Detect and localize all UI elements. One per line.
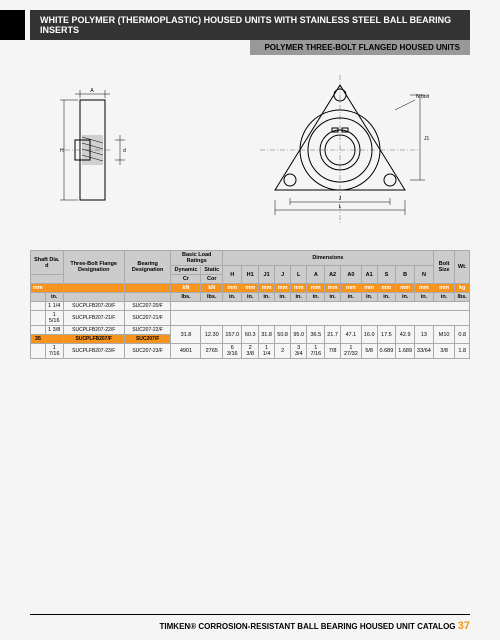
svg-text:N bolt: N bolt bbox=[416, 94, 430, 100]
svg-text:L: L bbox=[339, 204, 342, 210]
table-row: 1 5/16SUCPLFB207-21/FSUC207-21/F bbox=[31, 311, 470, 326]
technical-drawing: A H d J1 L J N bolt bbox=[50, 70, 450, 230]
page-title: WHITE POLYMER (THERMOPLASTIC) HOUSED UNI… bbox=[30, 10, 470, 40]
spec-table: Shaft Dia.d Three-Bolt Flange Designatio… bbox=[30, 250, 470, 359]
svg-text:J: J bbox=[339, 196, 342, 202]
svg-text:d: d bbox=[123, 148, 126, 154]
page-subtitle: POLYMER THREE-BOLT FLANGED HOUSED UNITS bbox=[250, 40, 470, 55]
svg-text:H: H bbox=[60, 148, 64, 154]
page-footer: TIMKEN® CORROSION-RESISTANT BALL BEARING… bbox=[160, 620, 470, 632]
table-row: 1 1/4SUCPLFB207-20/FSUC207-20/F bbox=[31, 302, 470, 311]
svg-text:A: A bbox=[90, 88, 94, 94]
table-row: 1 3/8SUCPLFB207-22/FSUC207-22/F 31.812.3… bbox=[31, 326, 470, 335]
table-row: 1 7/16SUCPLFB207-23/FSUC207-23/F 4901276… bbox=[31, 344, 470, 359]
svg-text:J1: J1 bbox=[424, 136, 430, 142]
